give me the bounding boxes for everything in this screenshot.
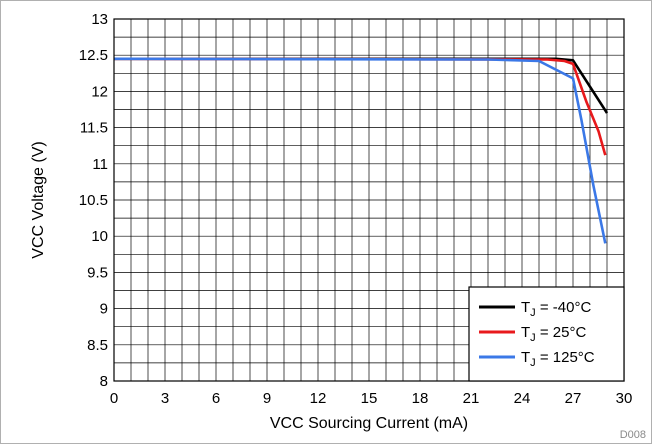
- series-line-2: [113, 57, 607, 244]
- y-tick-label: 10: [91, 228, 108, 245]
- x-tick-label: 30: [616, 390, 633, 407]
- y-tick-label: 13: [91, 11, 108, 28]
- plot-border: [113, 18, 625, 382]
- y-tick-label: 10.5: [79, 192, 108, 209]
- x-tick-label: 6: [212, 390, 220, 407]
- series-line-0: [114, 57, 609, 114]
- x-tick-label: 12: [310, 390, 327, 407]
- y-tick-label: 11.5: [80, 120, 108, 137]
- legend-label: TJ = 125°C: [521, 349, 595, 369]
- y-tick-label: 9: [100, 301, 108, 318]
- y-tick-label: 9.5: [87, 264, 108, 281]
- y-tick-label: 8.5: [87, 337, 108, 354]
- legend-box: [468, 286, 625, 382]
- y-tick-label: 8: [100, 373, 108, 390]
- x-tick-label: 27: [565, 390, 582, 407]
- y-tick-label: 12.5: [79, 47, 108, 64]
- legend-label: TJ = -40°C: [521, 299, 591, 319]
- series-line-1: [113, 57, 607, 156]
- legend-label: TJ = 25°C: [521, 324, 586, 344]
- y-axis-title: VCC Voltage (V): [30, 141, 47, 258]
- y-tick-label: 12: [91, 83, 108, 100]
- legend: TJ = -40°C TJ = 25°C TJ = 125°C: [468, 286, 625, 382]
- x-axis-title: VCC Sourcing Current (mA): [270, 415, 468, 432]
- x-tick-label: 21: [463, 390, 480, 407]
- series-lines: [113, 57, 609, 244]
- x-tick-label: 0: [110, 390, 118, 407]
- x-tick-label: 18: [412, 390, 429, 407]
- x-tick-label: 3: [161, 390, 169, 407]
- x-tick-label: 24: [514, 390, 531, 407]
- x-tick-label: 15: [361, 390, 378, 407]
- figure-id: D008: [620, 429, 646, 441]
- x-tick-label: 9: [263, 390, 271, 407]
- tick-labels: 0 3 6 9 12 15 18 21 24 27 30 8 8.5 9 9.5 10 10.5 11 11.5 12…: [79, 11, 633, 407]
- y-tick-label: 11: [92, 156, 108, 173]
